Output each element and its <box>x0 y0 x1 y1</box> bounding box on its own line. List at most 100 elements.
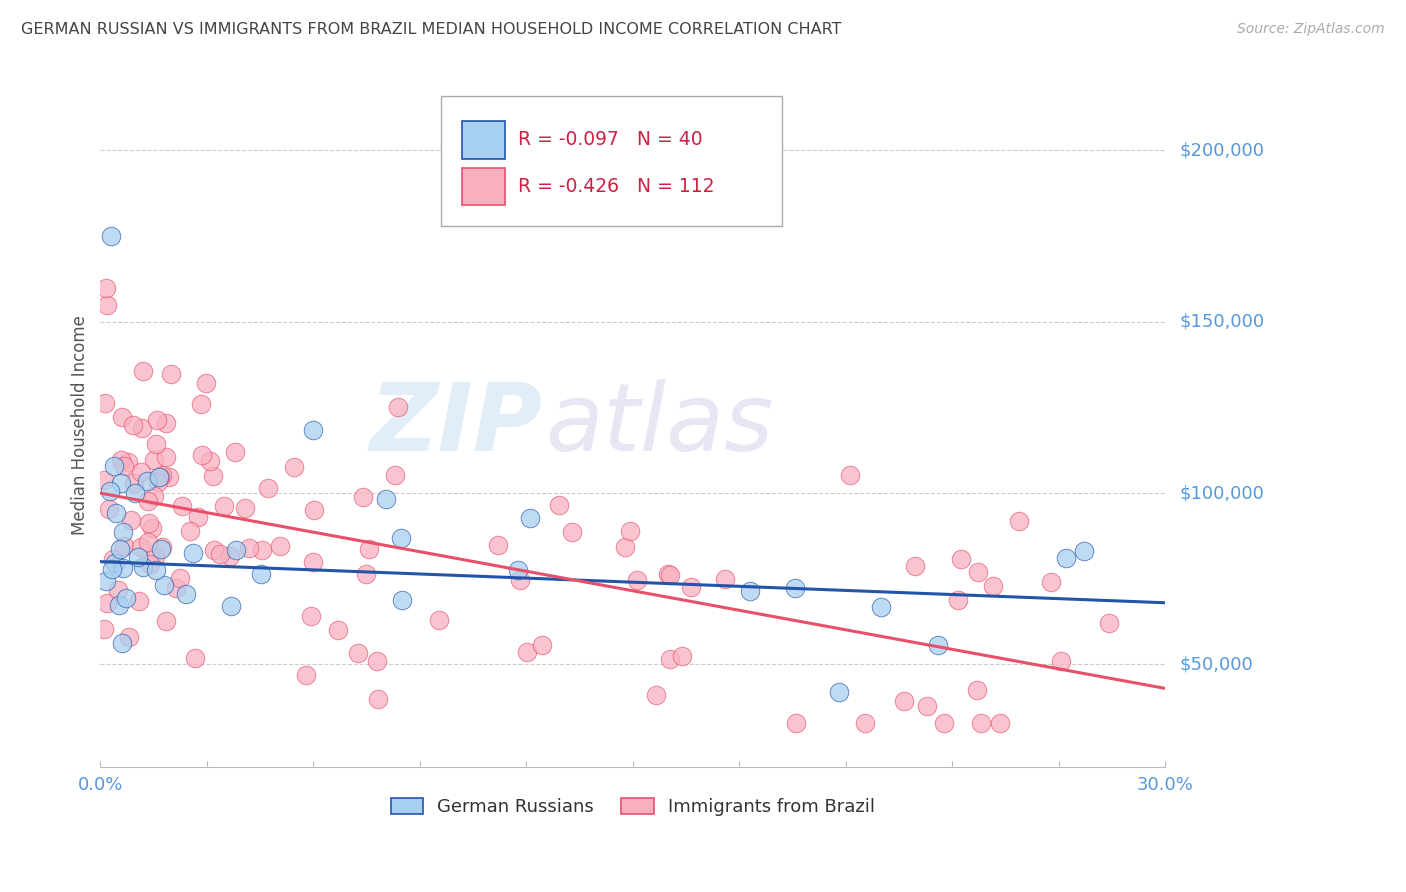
Y-axis label: Median Household Income: Median Household Income <box>72 315 89 534</box>
Point <box>740 584 762 599</box>
Point <box>519 511 541 525</box>
FancyBboxPatch shape <box>463 168 505 205</box>
Point <box>626 574 648 588</box>
Point <box>129 540 152 554</box>
Point <box>966 683 988 698</box>
Point <box>120 513 142 527</box>
Point <box>853 715 876 730</box>
Point <box>179 524 201 538</box>
FancyBboxPatch shape <box>463 121 505 159</box>
Point <box>141 521 163 535</box>
Point <box>209 547 232 561</box>
Point <box>132 364 155 378</box>
Point <box>357 542 380 557</box>
Point <box>136 534 159 549</box>
Point <box>110 475 132 490</box>
Point <box>367 691 389 706</box>
Point <box>827 685 849 699</box>
Point <box>1098 615 1121 630</box>
Point <box>138 516 160 530</box>
Point <box>657 567 679 582</box>
Point <box>148 469 170 483</box>
Point <box>990 715 1012 730</box>
Point <box>149 470 172 484</box>
Point <box>915 699 938 714</box>
Point <box>256 481 278 495</box>
Point <box>110 453 132 467</box>
Point <box>870 599 893 614</box>
Point <box>93 473 115 487</box>
Point <box>949 552 972 566</box>
Point <box>169 571 191 585</box>
Point <box>508 563 530 577</box>
Point <box>219 549 242 564</box>
Point <box>138 558 160 572</box>
Point <box>145 437 167 451</box>
Point <box>614 540 637 554</box>
Point <box>516 645 538 659</box>
Point <box>184 650 207 665</box>
Point <box>233 500 256 515</box>
Point <box>198 453 221 467</box>
Point <box>250 543 273 558</box>
Point <box>299 609 322 624</box>
Text: R = -0.426   N = 112: R = -0.426 N = 112 <box>517 177 714 196</box>
Point <box>108 541 131 556</box>
Point <box>111 410 134 425</box>
Point <box>143 549 166 564</box>
Point <box>249 567 271 582</box>
Point <box>1039 574 1062 589</box>
Point <box>1050 654 1073 668</box>
Point <box>671 649 693 664</box>
Point <box>509 573 531 587</box>
Point <box>356 567 378 582</box>
Point <box>187 509 209 524</box>
Text: atlas: atlas <box>546 379 773 470</box>
Point <box>145 563 167 577</box>
Point <box>128 594 150 608</box>
Text: R = -0.097   N = 40: R = -0.097 N = 40 <box>517 130 703 149</box>
Point <box>96 280 118 294</box>
Point <box>111 636 134 650</box>
Point <box>427 614 450 628</box>
Point <box>118 630 141 644</box>
Point <box>105 507 128 521</box>
Point <box>713 572 735 586</box>
Point <box>94 574 117 588</box>
Point <box>150 467 173 482</box>
Point <box>111 561 134 575</box>
Point <box>146 412 169 426</box>
Point <box>136 474 159 488</box>
Point <box>108 598 131 612</box>
Point <box>181 546 204 560</box>
Point <box>131 466 153 480</box>
Point <box>970 715 993 730</box>
Point <box>165 581 187 595</box>
Point <box>104 556 127 570</box>
Point <box>204 542 226 557</box>
Text: $100,000: $100,000 <box>1180 484 1264 502</box>
Legend: German Russians, Immigrants from Brazil: German Russians, Immigrants from Brazil <box>384 790 883 823</box>
Point <box>301 424 323 438</box>
Point <box>1008 514 1031 528</box>
Point <box>619 524 641 538</box>
Point <box>783 581 806 595</box>
Point <box>142 489 165 503</box>
Point <box>486 538 509 552</box>
Point <box>302 555 325 569</box>
Point <box>142 453 165 467</box>
Point <box>225 543 247 558</box>
Point <box>117 454 139 468</box>
Point <box>155 416 177 430</box>
Point <box>191 448 214 462</box>
Text: $200,000: $200,000 <box>1180 142 1264 160</box>
Point <box>302 502 325 516</box>
Point <box>785 715 807 730</box>
Point <box>174 587 197 601</box>
Point <box>387 401 409 415</box>
FancyBboxPatch shape <box>441 95 782 226</box>
Point <box>111 524 134 539</box>
Text: $50,000: $50,000 <box>1180 656 1253 673</box>
Point <box>127 549 149 564</box>
Point <box>645 688 668 702</box>
